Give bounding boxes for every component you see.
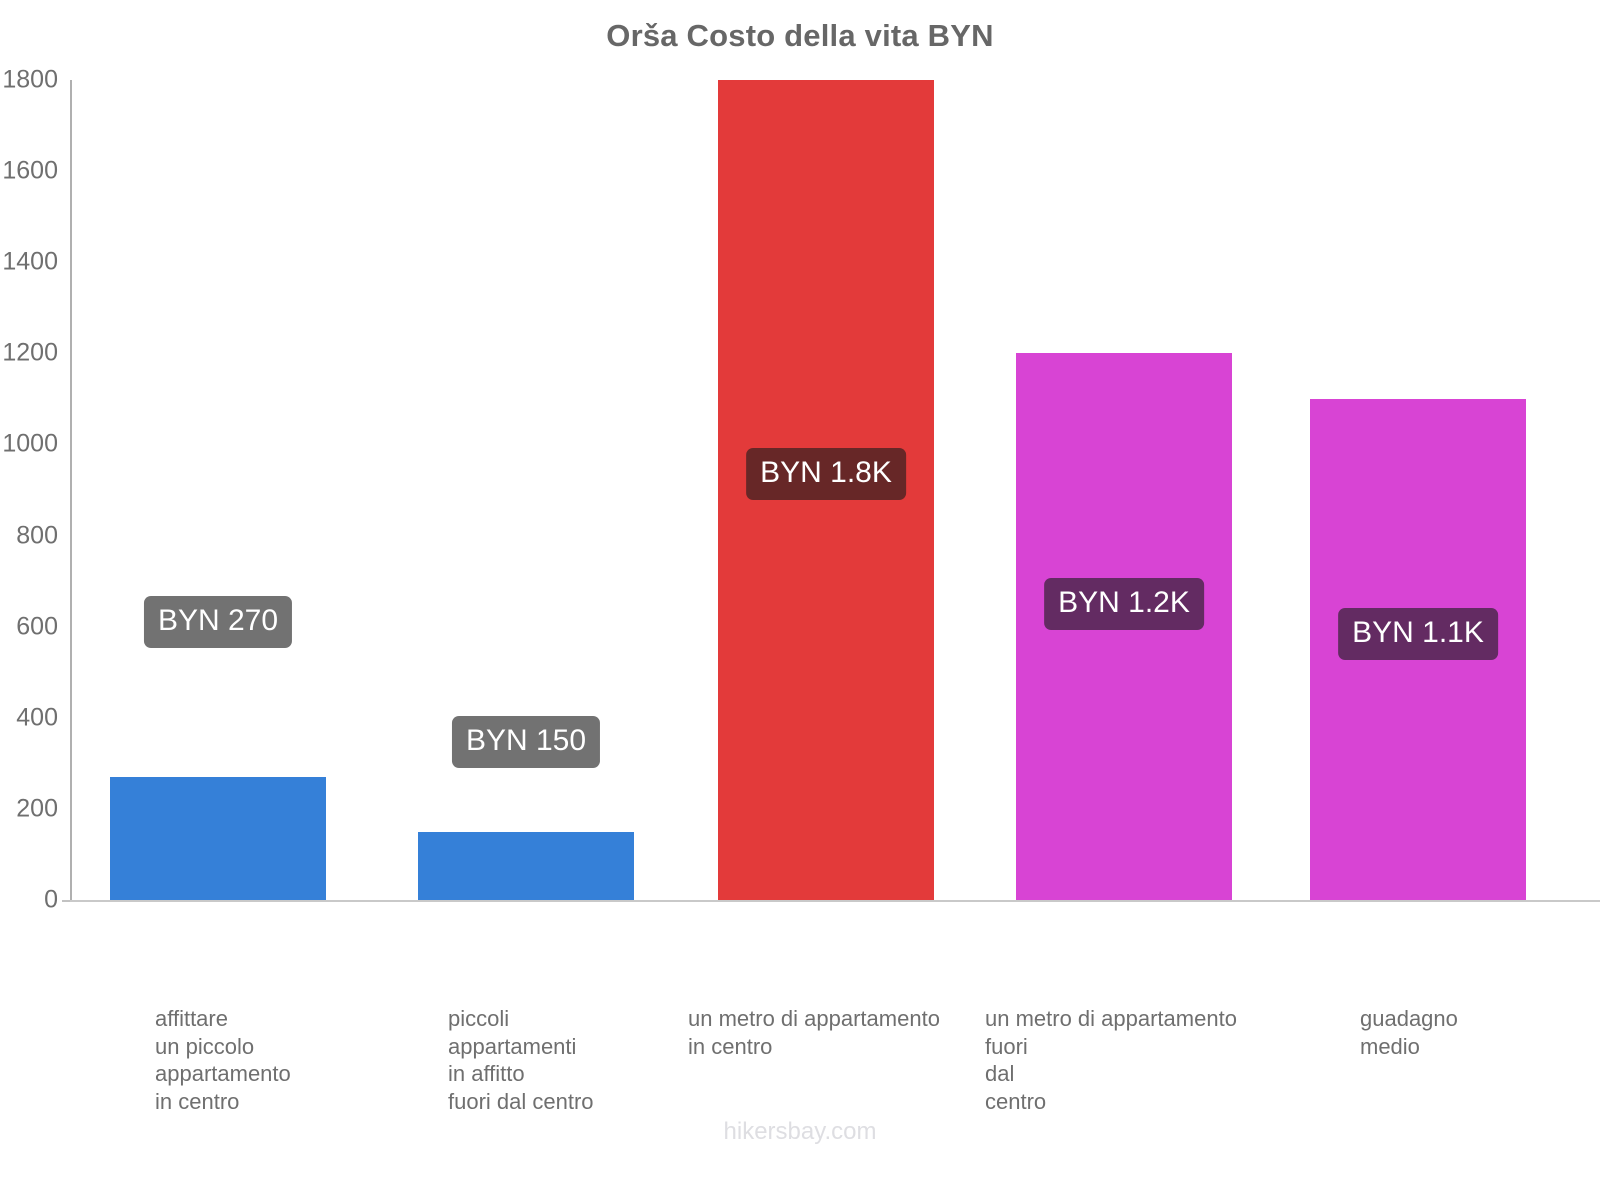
y-tick-label: 0 — [44, 885, 58, 914]
bar-value-label: BYN 1.2K — [1044, 578, 1204, 630]
bar-value-label: BYN 150 — [451, 716, 601, 768]
bar[interactable]: BYN 1.8K — [718, 80, 934, 900]
y-tick-label: 400 — [16, 703, 58, 732]
y-tick-mark — [62, 900, 70, 902]
footer-attribution: hikersbay.com — [723, 1118, 877, 1145]
x-axis-category-label: un metro di appartamento fuori dal centr… — [985, 1006, 1237, 1114]
y-tick-label: 200 — [16, 794, 58, 823]
y-axis-line — [70, 80, 72, 900]
bar-rect[interactable] — [418, 831, 634, 900]
x-axis-category-label: affittare un piccolo appartamento in cen… — [155, 1006, 291, 1114]
y-tick-label: 1200 — [2, 338, 58, 367]
bar[interactable]: BYN 1.2K — [1016, 353, 1232, 900]
bar-value-label: BYN 1.8K — [746, 448, 906, 500]
bar-value-label: BYN 1.1K — [1338, 608, 1498, 660]
x-axis-category-label: piccoli appartamenti in affitto fuori da… — [448, 1006, 594, 1114]
bar[interactable]: BYN 150 — [418, 716, 634, 900]
page-title: Orša Costo della vita BYN — [606, 18, 994, 53]
bar-value-label: BYN 270 — [143, 596, 293, 648]
bar[interactable]: BYN 1.1K — [1310, 398, 1526, 900]
bar-rect[interactable] — [110, 777, 326, 900]
x-axis-category-label: guadagno medio — [1360, 1006, 1458, 1059]
y-tick-label: 1400 — [2, 247, 58, 276]
x-axis-line — [70, 900, 1600, 902]
y-tick-label: 800 — [16, 521, 58, 550]
y-tick-label: 1800 — [2, 65, 58, 94]
y-tick-label: 1000 — [2, 429, 58, 458]
y-tick-label: 1600 — [2, 156, 58, 185]
x-axis-category-label: un metro di appartamento in centro — [688, 1006, 940, 1059]
y-tick-label: 600 — [16, 612, 58, 641]
bar[interactable]: BYN 270 — [110, 596, 326, 900]
plot-area: 0 200 400 600 800 1000 1200 1400 1600 1800 BYN 27… — [2, 66, 1600, 1114]
